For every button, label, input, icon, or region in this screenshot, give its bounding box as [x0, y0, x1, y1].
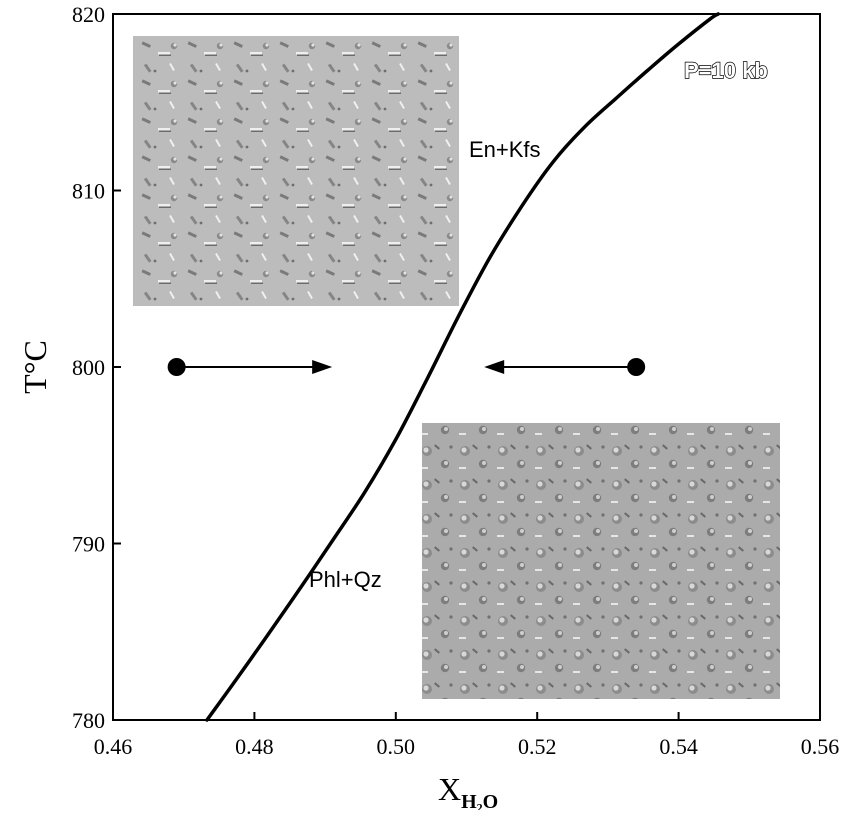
- pressure-label: P=10 kb: [684, 58, 768, 83]
- x-tick-label: 0.46: [94, 734, 133, 759]
- y-tick-label: 810: [72, 179, 105, 204]
- x-axis-title-subscript: H₂O: [461, 791, 498, 810]
- x-tick-label: 0.52: [518, 734, 557, 759]
- x-tick-label: 0.50: [377, 734, 416, 759]
- y-axis-title: T°C: [17, 340, 53, 394]
- phase-boundary-curve: [205, 12, 720, 722]
- lower-field-label: Phl+Qz: [309, 567, 382, 592]
- arrow-layer: [167, 358, 646, 376]
- inset-micrograph-en-kfs: [133, 36, 459, 306]
- x-axis-title-main: X: [438, 771, 461, 807]
- y-tick-label: 790: [72, 532, 105, 557]
- arrow-head: [312, 360, 333, 374]
- x-tick-label: 0.48: [235, 734, 274, 759]
- tick-layer: 0.46 0.48 0.50 0.52 0.54 0.56 780 790 800 810 820: [72, 2, 839, 759]
- y-tick-label: 780: [72, 708, 105, 733]
- inset-micrograph-phl-qz: [422, 423, 780, 699]
- x-axis-title: XH₂O: [438, 771, 498, 810]
- y-tick-label: 800: [72, 355, 105, 380]
- x-tick-label: 0.54: [659, 734, 698, 759]
- arrow-head: [484, 360, 505, 374]
- upper-field-label: En+Kfs: [469, 137, 541, 162]
- y-tick-label: 820: [72, 2, 105, 27]
- x-tick-label: 0.56: [801, 734, 840, 759]
